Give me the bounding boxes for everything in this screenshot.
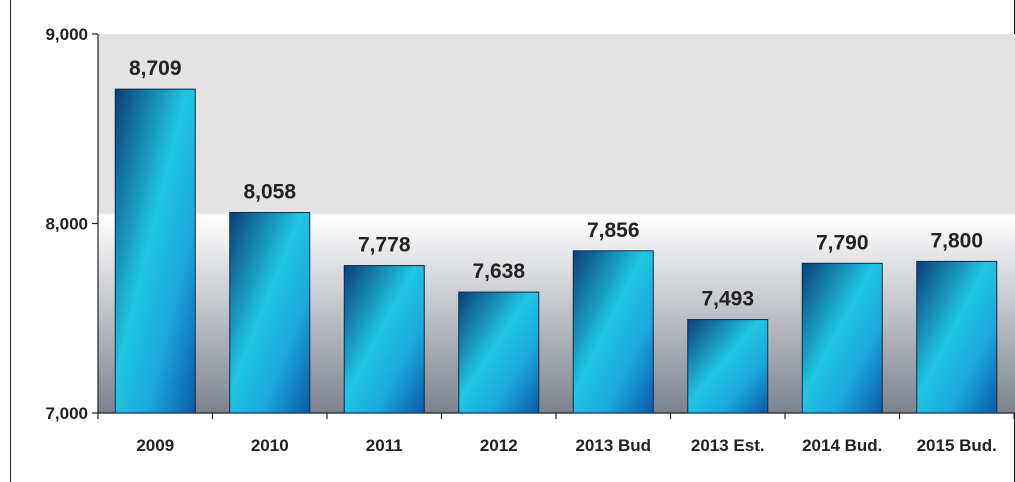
bar — [916, 260, 998, 414]
data-label: 7,493 — [701, 288, 754, 311]
category-labels: 2009 2010 2011 2012 2013 Bud 2013 Est. 2014 Bu… — [136, 436, 997, 455]
y-tick-label: 7,000 — [45, 404, 88, 423]
data-label: 7,800 — [930, 229, 983, 252]
x-tick-label: 2014 Bud. — [802, 436, 882, 455]
value-labels: 8,709 8,058 7,778 7,638 7,856 7,493 7,790 7,800 — [129, 57, 983, 310]
data-label: 7,638 — [472, 260, 525, 283]
bar — [343, 265, 425, 414]
bar — [114, 88, 196, 414]
bars — [114, 88, 998, 414]
x-tick-label: 2013 Est. — [691, 436, 765, 455]
y-tick-label: 9,000 — [45, 25, 88, 44]
x-tick-label: 2012 — [480, 436, 518, 455]
bar — [801, 262, 883, 414]
bar — [458, 291, 540, 414]
y-axis: 7,000 8,000 9,000 — [45, 25, 99, 423]
x-tick-label: 2013 Bud — [575, 436, 651, 455]
x-tick-label: 2015 Bud. — [917, 436, 997, 455]
bar — [572, 250, 654, 414]
x-axis — [97, 412, 1015, 419]
bar — [687, 319, 769, 414]
data-label: 7,778 — [358, 234, 411, 257]
data-label: 8,709 — [129, 57, 182, 80]
data-label: 7,790 — [816, 231, 869, 254]
y-tick-label: 8,000 — [45, 215, 88, 234]
data-label: 8,058 — [243, 181, 296, 204]
data-label: 7,856 — [587, 219, 640, 242]
x-tick-label: 2011 — [366, 436, 403, 455]
bar — [229, 212, 311, 414]
x-tick-label: 2009 — [136, 436, 174, 455]
x-tick-label: 2010 — [251, 436, 289, 455]
